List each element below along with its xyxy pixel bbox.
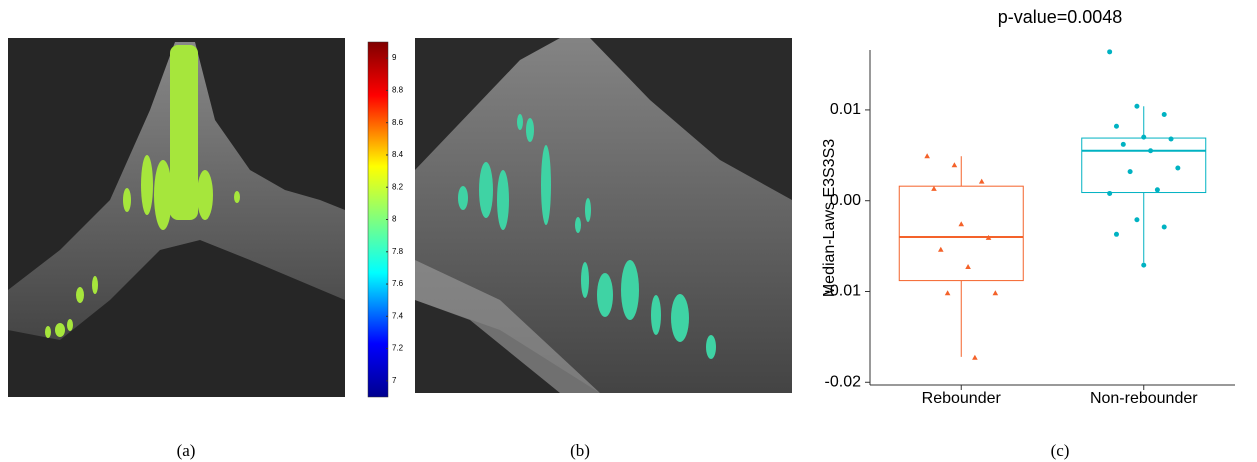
y-tick-label: 0.00 [830,192,861,209]
point [1134,217,1139,222]
x-tick-label: Non-rebounder [1090,390,1198,407]
caption: (b) [570,441,590,460]
point [1175,166,1180,171]
colorbar-tick-label: 8.6 [392,118,404,127]
y-tick-label: -0.01 [825,283,862,300]
point [1169,136,1174,141]
oct-image-b [415,38,792,393]
colorbar-tick-label: 7.4 [392,311,404,320]
point [979,179,985,184]
colorbar-tick-label: 7.8 [392,247,404,256]
point [1141,135,1146,140]
point [965,264,971,269]
colorbar-tick-label: 8 [392,215,397,224]
colorbar-tick-label: 7.2 [392,344,404,353]
point [1162,225,1167,230]
x-tick-label: Rebounder [922,390,1002,407]
chart-title: p-value=0.0048 [998,7,1123,27]
oct-image-a [8,38,345,397]
colorbar-gradient [368,42,388,397]
point [1162,112,1167,117]
caption: (a) [177,441,196,460]
point [1114,232,1119,237]
point [1121,142,1126,147]
point [1141,263,1146,268]
point [972,355,978,360]
caption: (c) [1051,441,1070,460]
y-axis-label: Median-Laws E3S3S3 [821,139,838,297]
point [924,153,930,158]
point [1148,148,1153,153]
colorbar-tick-label: 8.4 [392,150,404,159]
point [938,247,944,252]
box [899,186,1023,280]
colorbar-tick-label: 8.8 [392,86,404,95]
box-plot: p-value=0.0048 Median-Laws E3S3S3 -0.02 -… [821,7,1235,407]
point [1107,49,1112,54]
point [945,290,951,295]
colorbar-tick-label: 7.6 [392,279,404,288]
figure: 7 7.2 7.4 7.6 7.8 8 8.2 8.4 8.6 8.8 9 p-value=0.00… [0,0,1257,462]
point [1128,169,1133,174]
point [958,221,964,226]
colorbar-tick-label: 9 [392,53,397,62]
point [993,290,999,295]
point [952,162,958,167]
colorbar-tick-label: 7 [392,376,397,385]
point [1114,124,1119,129]
box [1082,138,1206,192]
y-tick-label: 0.01 [830,101,861,118]
point [1134,104,1139,109]
point [1155,187,1160,192]
colorbar: 7 7.2 7.4 7.6 7.8 8 8.2 8.4 8.6 8.8 9 [368,42,404,397]
point [1107,191,1112,196]
colorbar-tick-label: 8.2 [392,182,404,191]
y-tick-label: -0.02 [825,373,862,390]
